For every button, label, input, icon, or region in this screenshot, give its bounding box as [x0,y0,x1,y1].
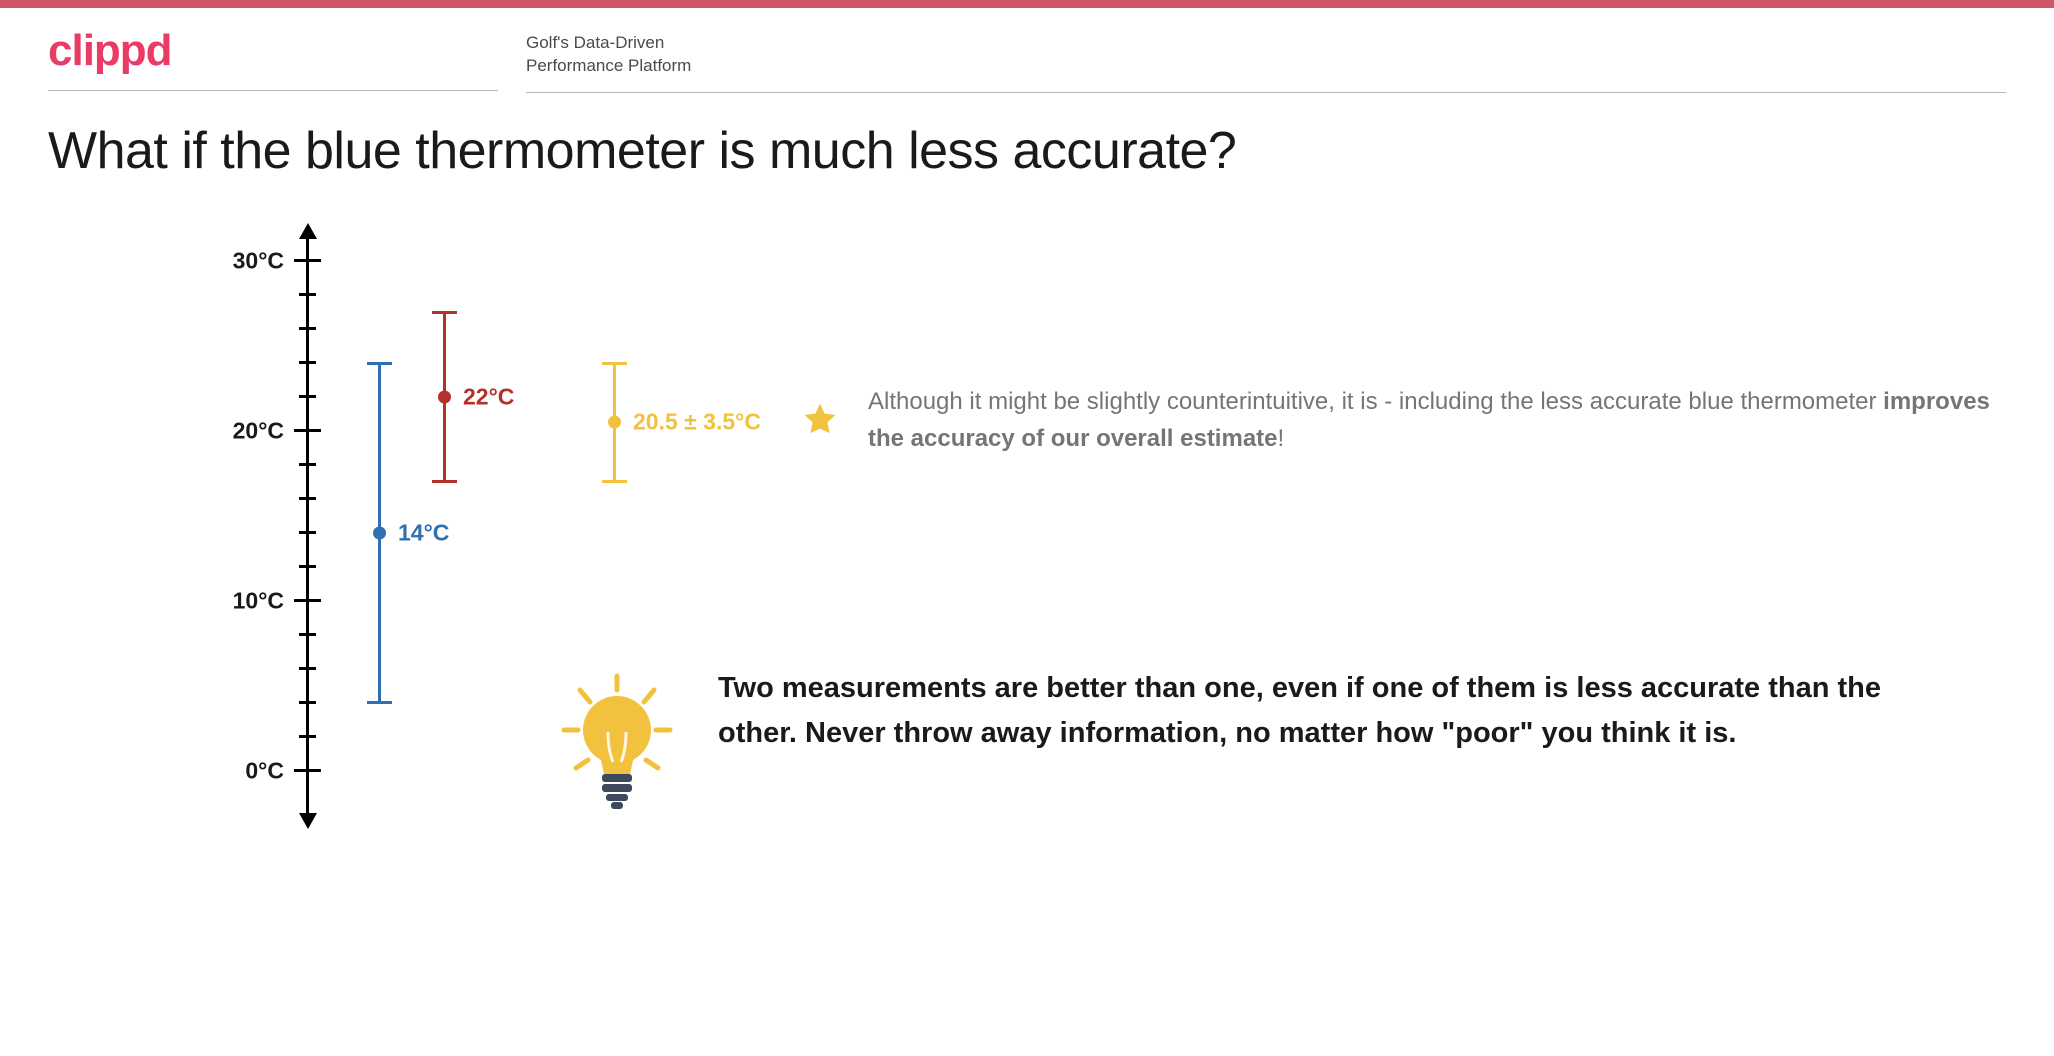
y-axis [306,231,309,821]
errorbar-blue [378,363,381,703]
tick-minor [299,293,316,296]
errorbar-red [443,312,446,482]
top-accent-bar [0,0,2054,8]
tick-minor [299,565,316,568]
errorbar-dot [373,526,386,539]
axis-arrow-down-icon [299,813,317,829]
tick-minor [299,327,316,330]
takeaway: Two measurements are better than one, ev… [558,666,1908,817]
chart-column: 0°C 10°C 20°C 30°C 14°C 22°C 20.5 ± 3.5°C [48,231,828,821]
tick-major [294,599,321,602]
tagline-line1: Golf's Data-Driven [526,32,2006,55]
tick-major [294,429,321,432]
axis-label: 30°C [233,247,284,274]
tick-minor [299,701,316,704]
axis-label: 10°C [233,587,284,614]
errorbar-cap [367,701,392,704]
tick-minor [299,361,316,364]
header: clippd Golf's Data-Driven Performance Pl… [0,8,2054,93]
axis-label: 20°C [233,417,284,444]
errorbar-yellow [613,363,616,482]
series-label-yellow: 20.5 ± 3.5°C [633,409,761,436]
tagline: Golf's Data-Driven Performance Platform [526,26,2006,93]
takeaway-text: Two measurements are better than one, ev… [718,666,1908,756]
tick-minor [299,463,316,466]
errorbar-cap [432,480,457,483]
logo: clippd [48,26,498,76]
content: 0°C 10°C 20°C 30°C 14°C 22°C 20.5 ± 3.5°C [0,181,2054,821]
errorbar-dot [608,416,621,429]
tick-minor [299,395,316,398]
tick-minor [299,735,316,738]
tagline-line2: Performance Platform [526,55,2006,78]
series-label-red: 22°C [463,383,514,410]
tick-minor [299,531,316,534]
tick-minor [299,633,316,636]
tick-major [294,769,321,772]
star-icon [801,401,839,444]
tick-major [294,259,321,262]
errorbar-dot [438,390,451,403]
errorbar-cap [602,362,627,365]
para-pre: Although it might be slightly counterint… [868,388,1883,415]
series-label-blue: 14°C [398,519,449,546]
tick-minor [299,497,316,500]
logo-block: clippd [48,26,498,91]
errorbar-cap [602,480,627,483]
para-post: ! [1278,425,1285,452]
page-title: What if the blue thermometer is much les… [0,93,2054,181]
axis-arrow-up-icon [299,223,317,239]
explanation-paragraph: Although it might be slightly counterint… [868,383,2006,457]
lightbulb-icon [558,672,676,817]
errorbar-cap [432,311,457,314]
tick-minor [299,667,316,670]
axis-label: 0°C [245,757,284,784]
errorbar-cap [367,362,392,365]
